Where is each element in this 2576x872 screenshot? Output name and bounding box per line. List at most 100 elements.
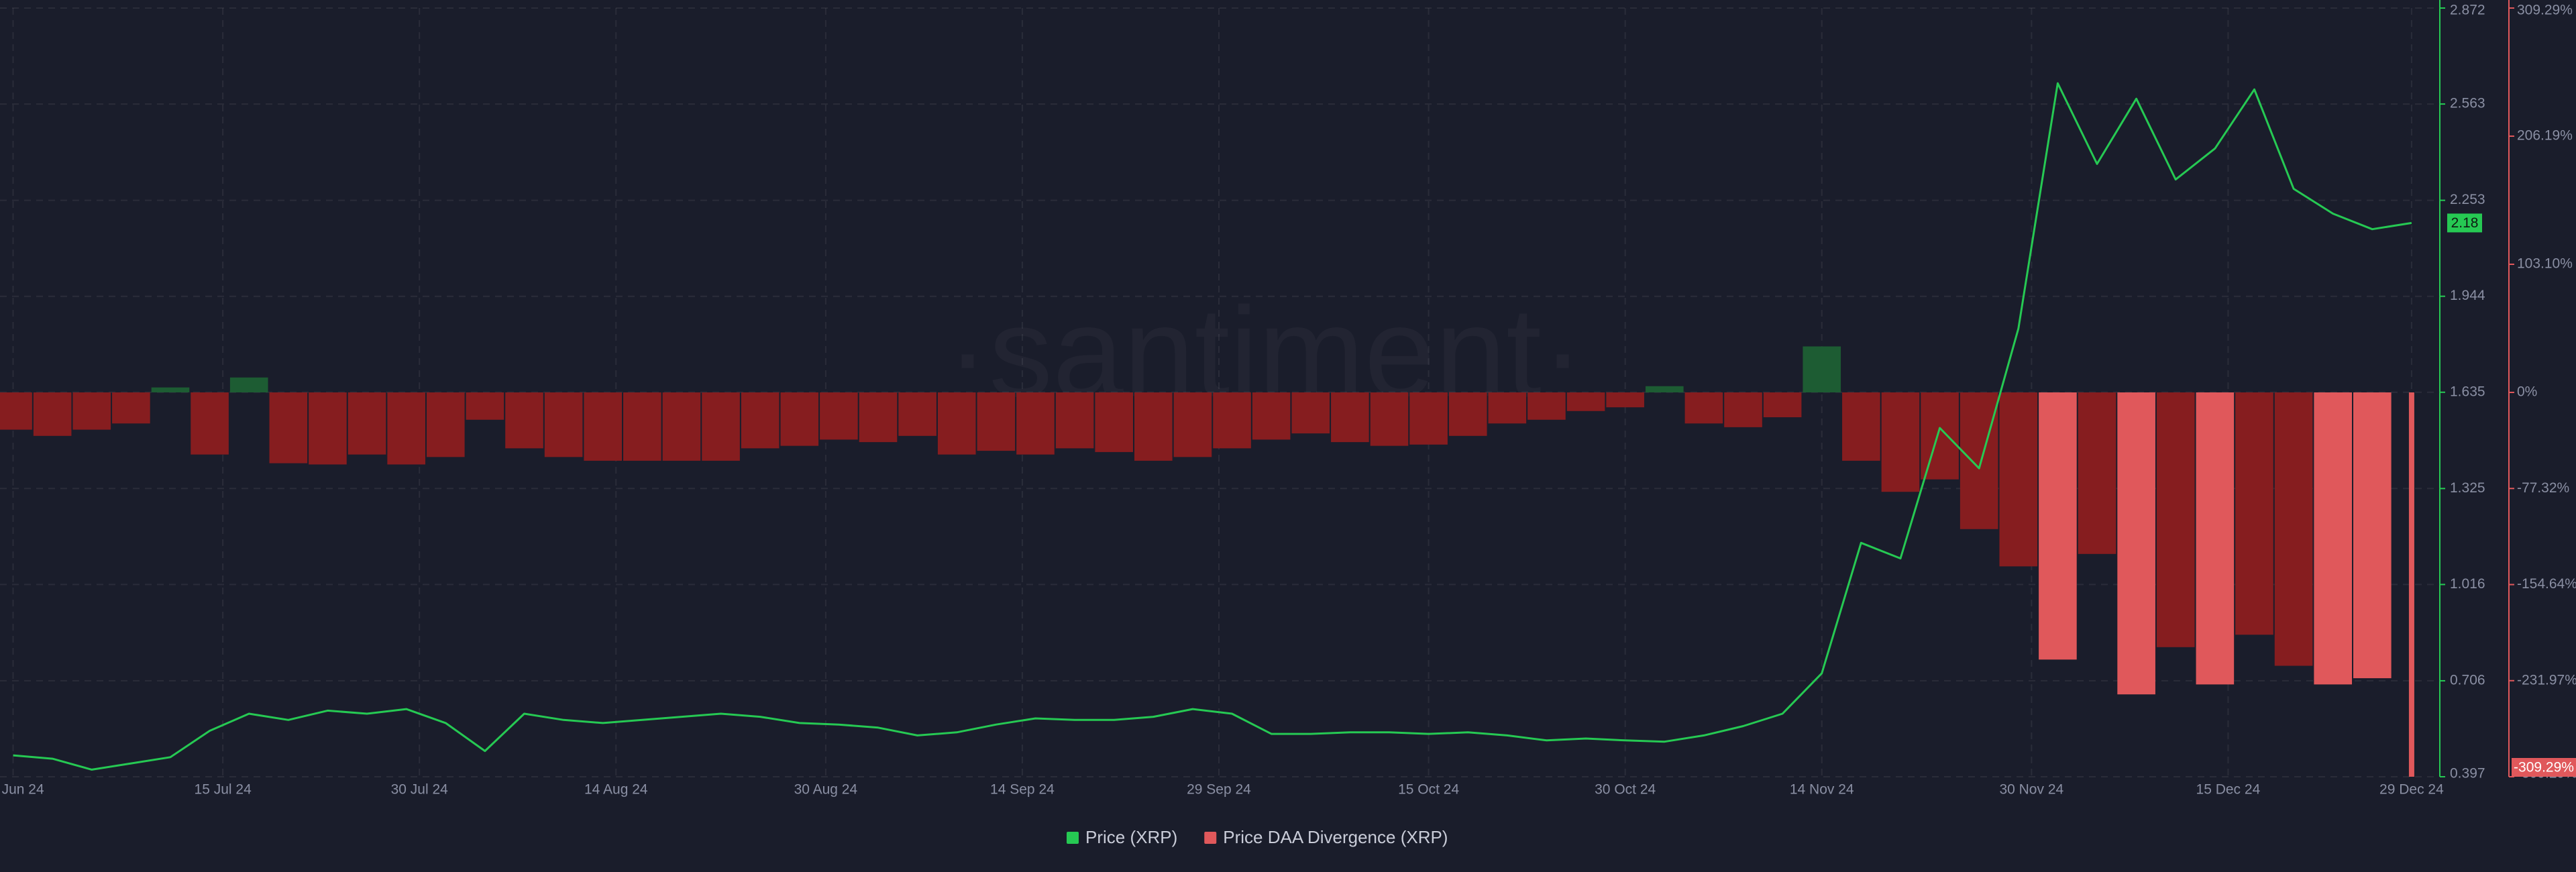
bar bbox=[1763, 392, 1802, 418]
bar bbox=[1881, 392, 1920, 492]
bar bbox=[151, 387, 190, 392]
bar bbox=[1055, 392, 1094, 449]
bar bbox=[544, 392, 583, 457]
bar bbox=[1173, 392, 1212, 457]
bar bbox=[702, 392, 740, 461]
legend-swatch bbox=[1067, 832, 1079, 844]
bar bbox=[1134, 392, 1173, 461]
bar bbox=[387, 392, 425, 465]
y2-tick-label: -154.64% bbox=[2517, 576, 2576, 592]
y-tick-label: 0.397 bbox=[2450, 766, 2485, 781]
bar bbox=[1213, 392, 1251, 449]
current-value-label: 2.18 bbox=[2451, 215, 2479, 231]
bar bbox=[2353, 392, 2392, 679]
legend-item[interactable]: Price DAA Divergence (XRP) bbox=[1204, 827, 1448, 847]
x-tick-label: 30 Oct 24 bbox=[1595, 782, 1656, 798]
bar bbox=[741, 392, 780, 449]
x-tick-label: 29 Jun 24 bbox=[0, 782, 44, 798]
x-tick-label: 30 Nov 24 bbox=[1999, 782, 2063, 798]
bar bbox=[1803, 346, 1841, 392]
x-tick-label: 29 Sep 24 bbox=[1187, 782, 1251, 798]
bar bbox=[937, 392, 976, 455]
bar bbox=[505, 392, 543, 449]
bar bbox=[72, 392, 111, 430]
y2-tick-label: 206.19% bbox=[2517, 128, 2573, 144]
x-tick-label: 30 Jul 24 bbox=[391, 782, 449, 798]
bar bbox=[2196, 392, 2235, 685]
bar bbox=[33, 392, 72, 436]
bar bbox=[426, 392, 465, 457]
x-tick-label: 14 Sep 24 bbox=[990, 782, 1055, 798]
x-tick-label: 14 Aug 24 bbox=[584, 782, 648, 798]
x-tick-label: 15 Dec 24 bbox=[2196, 782, 2261, 798]
bar bbox=[1921, 392, 1959, 480]
bar bbox=[1331, 392, 1369, 443]
bar bbox=[0, 392, 32, 430]
y2-tick-label: -231.97% bbox=[2517, 672, 2576, 688]
bar bbox=[2078, 392, 2116, 554]
bar bbox=[2039, 392, 2077, 660]
bar bbox=[1527, 392, 1566, 420]
legend-swatch bbox=[1204, 832, 1217, 844]
y-tick-label: 1.325 bbox=[2450, 480, 2485, 496]
bar bbox=[859, 392, 898, 443]
bar bbox=[466, 392, 504, 420]
bar bbox=[662, 392, 701, 461]
bar bbox=[1095, 392, 1134, 452]
bar bbox=[977, 392, 1016, 451]
bar bbox=[1960, 392, 1998, 529]
y-tick-label: 1.944 bbox=[2450, 288, 2485, 303]
bar bbox=[623, 392, 661, 461]
bar bbox=[2314, 392, 2353, 685]
bar bbox=[2235, 392, 2273, 635]
current-value-box bbox=[2447, 213, 2482, 233]
bar bbox=[1016, 392, 1055, 455]
bar bbox=[191, 392, 229, 455]
current-value-box bbox=[2512, 758, 2576, 777]
bar bbox=[2274, 392, 2313, 666]
bar bbox=[2408, 392, 2414, 777]
bar bbox=[584, 392, 623, 461]
price-line bbox=[13, 82, 2412, 771]
y-tick-label: 2.253 bbox=[2450, 192, 2485, 207]
y2-tick-label: 309.29% bbox=[2517, 3, 2573, 18]
bar bbox=[820, 392, 858, 440]
legend-item[interactable]: Price (XRP) bbox=[1067, 827, 1177, 847]
bar bbox=[1252, 392, 1291, 440]
y2-tick-label: 0% bbox=[2517, 384, 2537, 400]
legend-label: Price DAA Divergence (XRP) bbox=[1223, 827, 1448, 847]
bar bbox=[269, 392, 308, 464]
bar bbox=[1684, 392, 1723, 424]
x-tick-label: 15 Jul 24 bbox=[195, 782, 252, 798]
x-tick-label: 15 Oct 24 bbox=[1398, 782, 1459, 798]
current-value-label: -309.29% bbox=[2514, 760, 2574, 775]
bar bbox=[1291, 392, 1330, 434]
bar bbox=[1409, 392, 1448, 445]
x-tick-label: 14 Nov 24 bbox=[1790, 782, 1854, 798]
y-tick-label: 1.635 bbox=[2450, 384, 2485, 399]
bar bbox=[1724, 392, 1762, 427]
y2-tick-label: 103.10% bbox=[2517, 256, 2573, 272]
bar bbox=[1999, 392, 2038, 567]
y-tick-label: 2.563 bbox=[2450, 96, 2485, 111]
x-tick-label: 30 Aug 24 bbox=[794, 782, 858, 798]
bar bbox=[229, 377, 268, 392]
bar bbox=[1448, 392, 1487, 436]
y-tick-label: 1.016 bbox=[2450, 576, 2485, 592]
bar bbox=[1488, 392, 1527, 424]
bar bbox=[1645, 386, 1684, 392]
bar bbox=[1842, 392, 1880, 461]
x-tick-label: 29 Dec 24 bbox=[2379, 782, 2444, 798]
bar bbox=[1370, 392, 1409, 446]
y2-tick-label: -77.32% bbox=[2517, 480, 2569, 496]
bar bbox=[780, 392, 819, 446]
y-tick-label: 0.706 bbox=[2450, 672, 2485, 688]
bar bbox=[898, 392, 936, 436]
bar bbox=[2156, 392, 2195, 647]
y-tick-label: 2.872 bbox=[2450, 3, 2485, 18]
bar bbox=[112, 392, 150, 424]
bar bbox=[309, 392, 347, 465]
bar bbox=[1566, 392, 1605, 411]
